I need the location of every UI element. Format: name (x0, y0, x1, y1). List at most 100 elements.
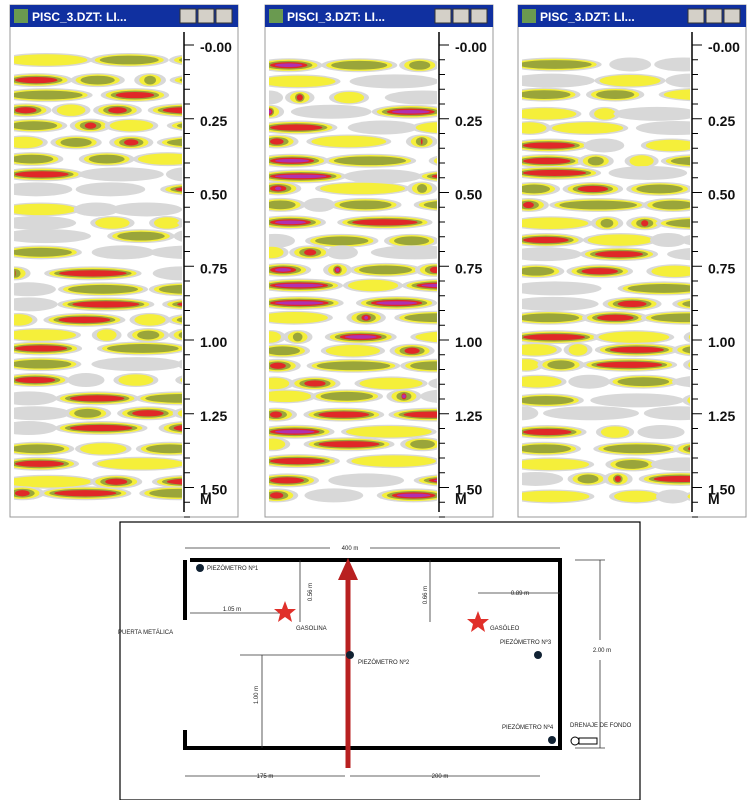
reflection (346, 426, 432, 438)
depth-label: 1.00 (708, 334, 735, 350)
reflection (543, 406, 639, 421)
reflection (629, 155, 654, 167)
depth-label: 0.50 (200, 187, 227, 203)
depth-label: -0.00 (200, 39, 232, 55)
reflection (587, 156, 604, 166)
reflection (303, 197, 336, 212)
reflection (269, 346, 301, 356)
close-button[interactable] (723, 8, 741, 24)
window-title: PISC_3.DZT: LI... (540, 10, 635, 24)
reflection (177, 302, 182, 307)
minimize-button[interactable] (434, 8, 452, 24)
reflection (415, 122, 437, 133)
reflection (75, 182, 146, 197)
reflection (559, 200, 638, 210)
reflection (333, 91, 365, 104)
reflection (523, 142, 575, 149)
reflection (14, 444, 65, 454)
reflection (72, 301, 140, 308)
reflection (598, 331, 670, 343)
reflection (688, 334, 690, 340)
reflection (641, 220, 649, 227)
reflection (56, 104, 86, 116)
reflection (176, 123, 182, 128)
reflection (522, 344, 557, 356)
depth-label: 0.25 (455, 113, 482, 129)
depth-unit: M (455, 491, 467, 507)
depth-label: 0.25 (200, 113, 227, 129)
reflection (269, 246, 284, 259)
reflection (522, 296, 599, 311)
depth-label: 0.50 (455, 187, 482, 203)
reflection (172, 408, 182, 419)
radargram (269, 58, 437, 503)
reflection (144, 75, 156, 85)
reflection (522, 376, 562, 388)
dim-label: 2.00 m (593, 648, 611, 654)
reflection (80, 443, 127, 455)
label: PIEZÓMETRO Nº2 (358, 659, 410, 666)
reflection (428, 155, 437, 166)
reflection (95, 217, 130, 229)
reflection (679, 234, 690, 246)
depth-label: 1.25 (455, 408, 482, 424)
reflection (14, 359, 72, 369)
reflection (84, 122, 97, 129)
reflection (522, 359, 540, 371)
reflection (522, 247, 582, 262)
reflection (14, 391, 58, 406)
reflection (599, 74, 661, 87)
minimize-button[interactable] (687, 8, 705, 24)
reflection (590, 393, 685, 408)
depth-label: 0.50 (708, 187, 735, 203)
reflection (67, 373, 105, 388)
reflection (179, 78, 182, 82)
reflection (682, 492, 690, 501)
reflection (15, 345, 68, 352)
close-button[interactable] (215, 8, 233, 24)
maximize-button[interactable] (197, 8, 215, 24)
reflection (522, 108, 577, 120)
maximize-button[interactable] (705, 8, 723, 24)
close-button[interactable] (470, 8, 488, 24)
reflection (423, 201, 437, 209)
reflection (663, 89, 690, 100)
reflection (73, 202, 119, 217)
reflection (652, 200, 690, 210)
reflection (347, 120, 418, 135)
reflection (109, 119, 154, 132)
reflection (683, 331, 690, 343)
reflection (14, 297, 58, 312)
reflection (269, 377, 290, 390)
dim-label: 0.66 m (423, 586, 429, 604)
reflection (91, 357, 182, 372)
reflection (522, 266, 555, 276)
reflection (335, 268, 340, 272)
reflection (175, 187, 182, 192)
reflection (603, 444, 671, 454)
reflection (339, 200, 392, 210)
reflection (118, 374, 154, 386)
reflection (682, 394, 690, 406)
maximize-button[interactable] (452, 8, 470, 24)
reflection (14, 154, 54, 164)
reflection (269, 331, 281, 343)
reflection (331, 60, 388, 70)
reflection (370, 245, 437, 260)
reflection (69, 424, 133, 432)
reflection (587, 234, 653, 246)
label: PUERTA METÁLICA (118, 629, 173, 636)
plan-frame (119, 521, 641, 800)
reflection (316, 361, 391, 371)
reflection (522, 406, 539, 421)
reflection (523, 157, 571, 165)
reflection (614, 475, 621, 483)
reflection (637, 425, 685, 440)
window: PISC_3.DZT: LI... -0.00 0.25 0.50 0.75 1.00 1.… (517, 4, 747, 518)
minimize-button[interactable] (179, 8, 197, 24)
depth-label: 1.50 (455, 482, 482, 498)
reflection (275, 301, 324, 305)
reflection (177, 219, 182, 226)
reflection (433, 157, 437, 164)
